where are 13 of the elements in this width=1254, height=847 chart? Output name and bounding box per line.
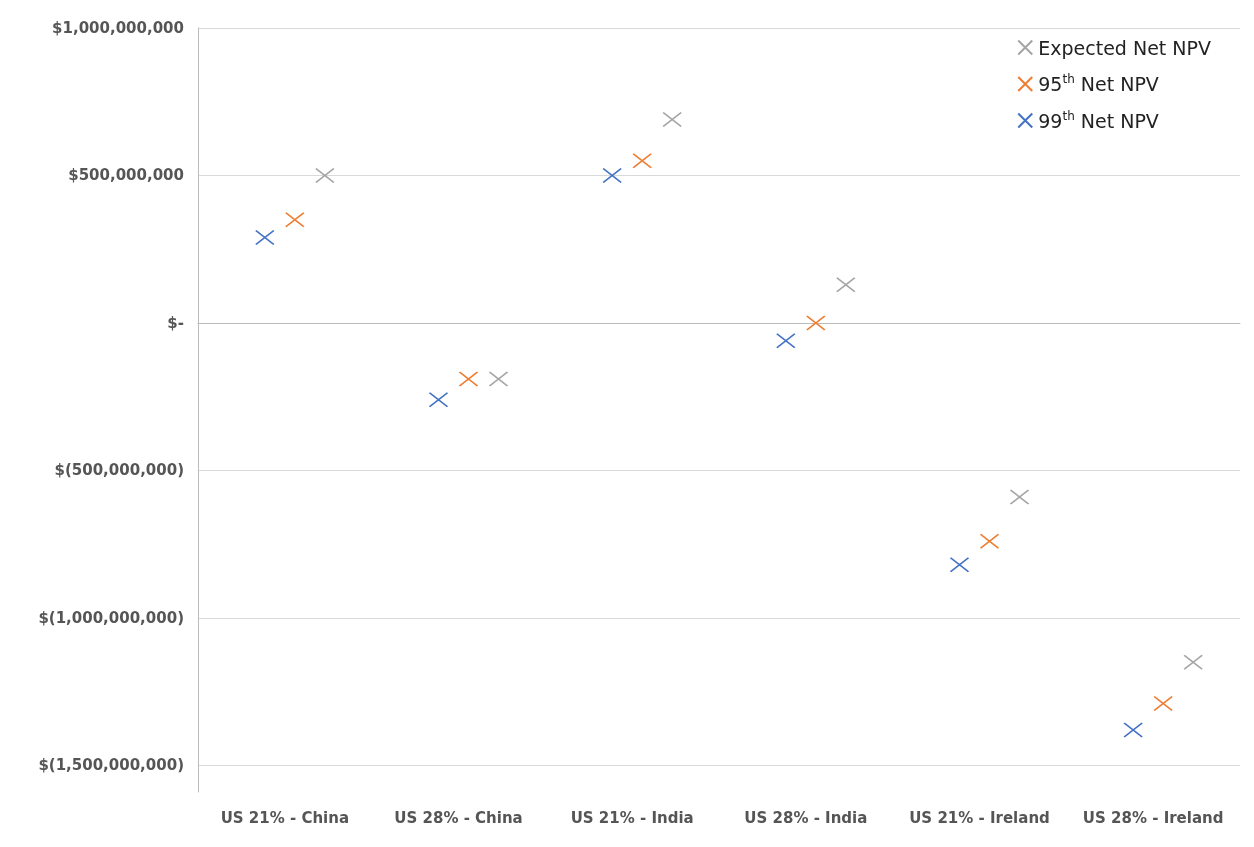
legend-label: Expected Net NPV [1038,36,1212,59]
y-tick-label: $500,000,000 [68,166,184,185]
y-tick-label: $(1,000,000,000) [38,608,184,627]
x-tick-label: US 21% - China [220,808,350,827]
x-tick-label: US 21% - India [570,808,694,827]
y-tick-label: $(1,500,000,000) [38,756,184,775]
x-tick-label: US 28% - Ireland [1082,808,1224,827]
y-tick-label: $- [167,313,184,332]
x-tick-label: US 21% - Ireland [909,808,1050,827]
y-tick-label: $(500,000,000) [54,461,184,480]
x-tick-label: US 28% - China [394,808,523,827]
y-tick-label: $1,000,000,000 [52,19,184,37]
x-tick-label: US 28% - India [744,808,868,827]
